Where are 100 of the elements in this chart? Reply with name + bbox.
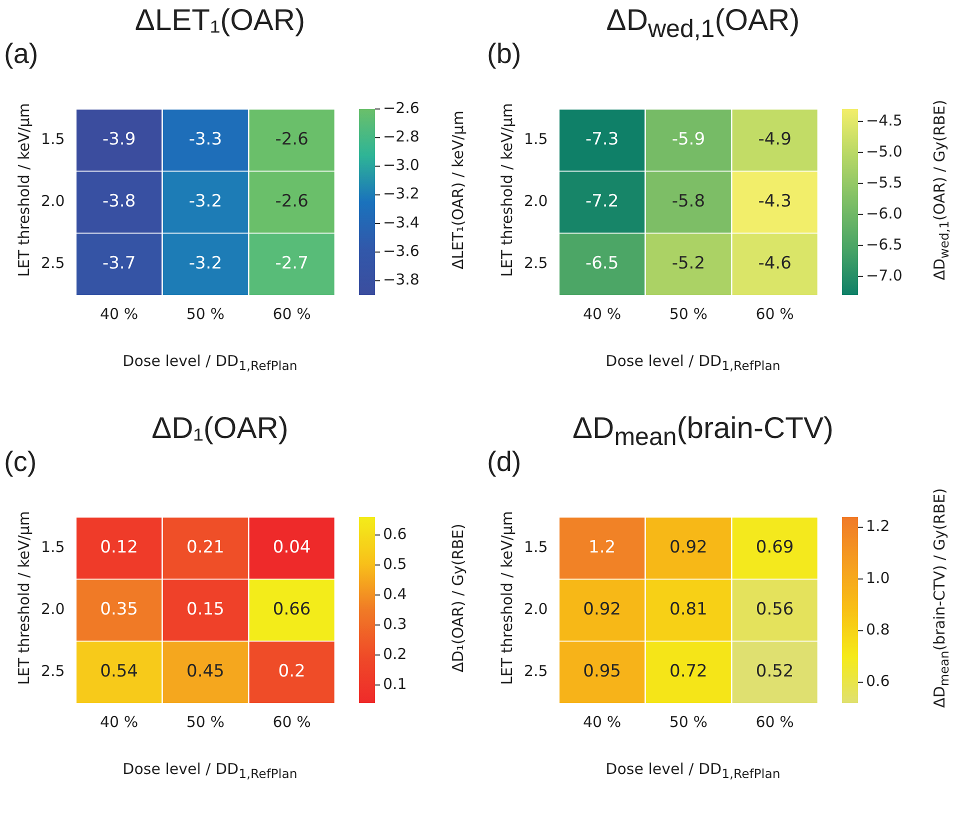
data-label: 0.21	[186, 537, 224, 558]
y-axis-title: LET threshold / keV/µm	[498, 103, 516, 277]
y-tick-label: 2.0	[524, 600, 548, 618]
x-tick-label: 40 %	[100, 712, 138, 731]
data-label: -3.2	[188, 253, 222, 274]
y-axis-title: LET threshold / keV/µm	[498, 511, 516, 685]
color-bar-label: 0.3	[383, 614, 407, 633]
data-label: 0.81	[670, 599, 708, 620]
color-bar-label: 0.8	[866, 620, 890, 639]
y-tick-label: 2.0	[40, 192, 65, 210]
data-label: 0.92	[670, 537, 708, 558]
data-label: 0.12	[100, 537, 138, 558]
data-label: -3.3	[188, 129, 222, 150]
data-label: -4.6	[758, 253, 792, 274]
y-tick-label: 2.0	[40, 600, 65, 618]
data-label: -3.2	[188, 191, 222, 212]
x-tick-label: 60 %	[756, 304, 794, 323]
data-label: 1.2	[588, 537, 616, 558]
text: (a)	[4, 38, 38, 70]
color-bar-label: 0.5	[383, 554, 407, 573]
data-label: -5.2	[672, 253, 706, 274]
x-tick-label: 60 %	[756, 712, 794, 731]
data-label: 0.52	[756, 661, 794, 682]
color-bar-label: −6.5	[866, 235, 902, 254]
x-axis-title: Dose level / DD$_{1,RefPlan}$	[604, 760, 782, 781]
data-label: 0.04	[272, 537, 311, 558]
data-label: -3.8	[102, 191, 136, 212]
y-tick-label: 2.0	[524, 192, 548, 210]
x-axis-title: Dose level / DD$_{1,RefPlan}$	[604, 352, 782, 373]
color-bar-label: −2.8	[383, 128, 420, 146]
color-bar-label: −2.6	[383, 98, 420, 117]
data-label: -4.3	[758, 191, 792, 212]
chart-title: ΔD$_{mean}$(brain-CTV)	[572, 412, 834, 452]
x-tick-label: 40 %	[582, 712, 622, 731]
text: (d)	[487, 446, 522, 478]
y-tick-label: 1.5	[524, 130, 548, 148]
color-bar-label: 1.2	[866, 517, 890, 536]
data-label: 0.66	[272, 599, 311, 620]
data-label: -7.3	[585, 129, 619, 150]
color-bar-label: −3.6	[383, 242, 420, 260]
chart-title: ΔD$_{wed,1}$(OAR)	[605, 4, 801, 44]
color-bar-label: −3.8	[383, 270, 420, 289]
color-bar-label: −3.2	[383, 184, 420, 203]
data-label: -5.8	[672, 191, 706, 212]
data-label: -5.9	[672, 129, 706, 150]
color-bar-label: 0.4	[383, 584, 407, 603]
color-bar-label: 1.0	[866, 568, 890, 587]
y-axis-title: LET threshold / keV/µm	[15, 103, 33, 277]
x-tick-label: 40 %	[100, 304, 138, 323]
chart-title: ΔD₁(OAR)	[150, 412, 290, 446]
color-bar-title: ΔLET₁(OAR) / keV/µm	[449, 110, 467, 270]
data-label: -2.7	[275, 253, 308, 274]
color-bar-label: −3.4	[383, 213, 420, 232]
color-bar-label: −7.0	[866, 266, 902, 284]
data-label: 0.35	[100, 599, 138, 620]
data-label: 0.54	[100, 661, 138, 682]
x-tick-label: 40 %	[582, 304, 622, 323]
x-tick-label: 50 %	[186, 712, 224, 731]
data-label: -3.9	[102, 129, 136, 150]
x-tick-label: 50 %	[669, 304, 708, 323]
data-label: 0.95	[583, 661, 621, 682]
x-axis-title: Dose level / DD$_{1,RefPlan}$	[122, 352, 298, 373]
x-axis-title: Dose level / DD$_{1,RefPlan}$	[122, 760, 298, 781]
x-tick-label: 50 %	[669, 712, 708, 731]
data-label: 0.15	[186, 599, 224, 620]
color-bar-label: 0.6	[866, 672, 890, 690]
data-label: 0.56	[756, 599, 794, 620]
color-bar-title: ΔD₁(OAR) / Gy(RBE)	[449, 524, 467, 672]
data-label: -7.2	[585, 191, 619, 212]
color-bar-label: 0.1	[383, 674, 407, 693]
data-label: 0.72	[670, 661, 708, 682]
data-label: 0.69	[756, 537, 794, 558]
x-tick-label: 60 %	[272, 712, 311, 731]
color-bar-label: −5.0	[866, 142, 902, 160]
x-tick-label: 50 %	[186, 304, 224, 323]
data-label: 0.45	[186, 661, 224, 682]
y-axis-title: LET threshold / keV/µm	[15, 511, 33, 685]
y-tick-label: 1.5	[40, 130, 65, 148]
color-bar-label: −5.5	[866, 173, 902, 192]
y-tick-label: 2.5	[524, 662, 548, 680]
y-tick-label: 2.5	[40, 662, 65, 680]
chart-title: ΔLET₁(OAR)	[134, 4, 306, 38]
data-label: 0.2	[278, 661, 306, 682]
y-tick-label: 2.5	[524, 254, 548, 272]
color-bar-label: 0.2	[383, 644, 407, 663]
text: (c)	[4, 446, 37, 478]
text: (b)	[487, 38, 522, 70]
data-label: -6.5	[585, 253, 619, 274]
data-label: -3.7	[102, 253, 136, 274]
color-bar-label: −3.0	[383, 156, 420, 174]
data-label: 0.92	[583, 599, 621, 620]
data-label: -2.6	[275, 129, 308, 150]
data-label: -4.9	[758, 129, 792, 150]
color-bar-label: −4.5	[866, 111, 902, 130]
x-tick-label: 60 %	[272, 304, 311, 323]
data-label: -2.6	[275, 191, 308, 212]
y-tick-label: 1.5	[40, 538, 65, 556]
color-bar-label: −6.0	[866, 204, 902, 222]
y-tick-label: 1.5	[524, 538, 548, 556]
color-bar-label: 0.6	[383, 524, 407, 543]
